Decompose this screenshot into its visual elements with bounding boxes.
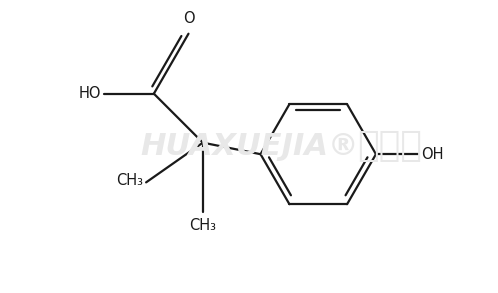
Text: 化学加: 化学加 xyxy=(358,130,422,163)
Text: O: O xyxy=(183,11,194,26)
Text: OH: OH xyxy=(421,147,444,162)
Text: HUAXUEJIA®: HUAXUEJIA® xyxy=(140,132,359,161)
Text: HO: HO xyxy=(78,86,101,101)
Text: CH₃: CH₃ xyxy=(116,173,143,188)
Text: CH₃: CH₃ xyxy=(189,218,216,233)
